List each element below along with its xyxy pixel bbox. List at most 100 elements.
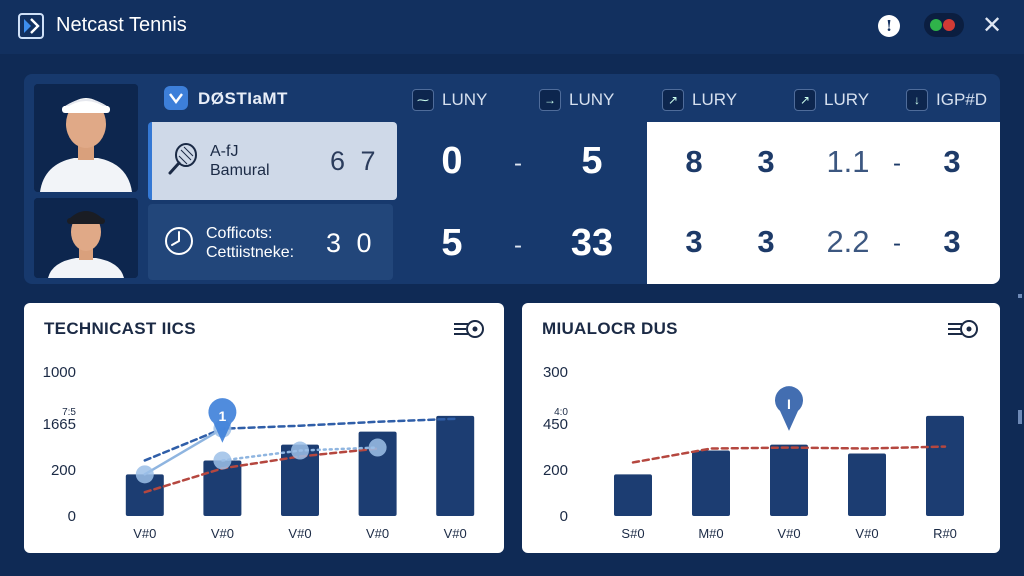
chart-options-icon[interactable]: [946, 317, 980, 341]
y-tick-label: 0: [560, 508, 568, 525]
wave-icon: ⁓: [412, 89, 434, 111]
x-tick-label: V#0: [444, 526, 467, 541]
player-1-points: 0: [441, 140, 463, 182]
marker-pin-icon: [208, 398, 237, 443]
x-tick-label: V#0: [288, 526, 311, 541]
status-toggle[interactable]: [924, 13, 964, 37]
x-tick-label: R#0: [933, 526, 957, 541]
match-header-title: DØSTIaMT: [198, 89, 288, 108]
player-1-photo: [34, 84, 138, 192]
player-1-games: 5: [581, 140, 603, 182]
data-point: [291, 441, 309, 460]
player-2-points: 5: [441, 222, 463, 264]
player-2-card[interactable]: Cofficots: Cettiistneke: 3 0: [148, 204, 393, 280]
player-1-card[interactable]: A-fJ Bamural 6 7: [148, 122, 397, 200]
racket-icon: [168, 143, 197, 175]
bracket-icon: [164, 86, 188, 110]
bar: [125, 474, 164, 516]
column-header-label: LUNY: [442, 90, 488, 109]
bar: [848, 453, 886, 516]
player-1-set-dash: -: [893, 150, 901, 177]
bar: [436, 415, 475, 516]
red-status-icon: [943, 19, 955, 31]
clock-icon: [165, 227, 193, 255]
player-2-set-a: 3: [685, 224, 703, 259]
data-point: [135, 465, 154, 484]
x-tick-label: V#0: [855, 526, 878, 541]
title-bar: Netcast Tennis ! ✕: [0, 0, 1024, 54]
column-header-label: LURY: [824, 90, 870, 109]
y-tick-label: 7:5: [62, 407, 76, 418]
player-2-games: 33: [570, 222, 614, 264]
player-2-set-c: 2.2: [826, 224, 870, 259]
marker-pin-icon: [775, 386, 803, 431]
y-tick-label: 0: [68, 508, 76, 525]
bar: [770, 444, 808, 516]
arrow-down-icon: ↓: [906, 89, 928, 111]
series-line: [143, 447, 379, 494]
player-2-name-line1: Cofficots:: [206, 225, 273, 242]
chart-title: MIUALOCR DUS: [542, 319, 678, 338]
column-header-5[interactable]: ↓ IGP#D: [906, 88, 987, 112]
player-1-set-d: 3: [943, 144, 961, 179]
y-tick-label: 450: [543, 416, 568, 433]
data-point: [213, 451, 232, 470]
info-icon[interactable]: !: [878, 15, 900, 37]
y-tick-label: 300: [543, 364, 568, 381]
series-line: [631, 445, 947, 464]
technical-stats-chart-card: TECHNICAST IICS 1000 7:5 1665 200 0 V#0 V#0 V#0…: [24, 303, 504, 553]
x-tick-label: V#0: [777, 526, 800, 541]
column-header-4[interactable]: ↗ LURY: [794, 88, 869, 112]
player-1-set-b: 3: [757, 144, 775, 179]
player-2-score: 3 0: [326, 228, 376, 258]
chart-options-icon[interactable]: [452, 317, 486, 341]
close-icon[interactable]: ✕: [981, 12, 1003, 39]
app-title: Netcast Tennis: [56, 14, 187, 36]
x-tick-label: V#0: [133, 526, 156, 541]
x-tick-label: V#0: [366, 526, 389, 541]
x-tick-label: S#0: [621, 526, 644, 541]
player-1-score: 6 7: [330, 146, 380, 176]
column-header-label: IGP#D: [936, 90, 988, 109]
marker-label: I: [787, 396, 791, 412]
y-tick-label: 1000: [43, 364, 76, 381]
side-scroll-marker: [1018, 410, 1022, 424]
player-2-set-dash: -: [893, 230, 901, 257]
bar: [203, 460, 242, 516]
y-tick-label: 1665: [43, 416, 76, 433]
x-tick-label: M#0: [698, 526, 723, 541]
column-header-1[interactable]: ⁓ LUNY: [412, 88, 487, 112]
player-2-set-d: 3: [943, 224, 961, 259]
bar: [692, 450, 730, 516]
arrow-up-right-icon: ↗: [794, 89, 816, 111]
player-1-name-line1: A-fJ: [210, 143, 239, 160]
player-1-set-a: 8: [685, 144, 703, 179]
green-status-icon: [930, 19, 942, 31]
marker-label: 1: [219, 408, 227, 424]
series-line: [143, 427, 224, 476]
chart-title: TECHNICAST IICS: [44, 319, 196, 338]
y-tick-label: 200: [51, 462, 76, 479]
column-header-2[interactable]: → LUNY: [539, 88, 614, 112]
data-point: [368, 438, 387, 457]
column-header-label: LUNY: [569, 90, 615, 109]
column-header-label: LURY: [692, 90, 738, 109]
arrow-up-right-icon: ↗: [662, 89, 684, 111]
app-logo-icon: [18, 13, 44, 39]
arrow-right-icon: →: [539, 89, 561, 111]
player-1-name-line2: Bamural: [210, 162, 270, 179]
y-tick-label: 200: [543, 462, 568, 479]
player-2-name-line2: Cettiistneke:: [206, 244, 295, 261]
bar: [358, 431, 397, 516]
bar: [281, 444, 319, 516]
bar: [926, 415, 964, 516]
scoreboard-panel: DØSTIaMT ⁓ LUNY → LUNY ↗ LURY ↗ LURY ↓ I…: [24, 74, 1000, 284]
player-1-set-c: 1.1: [826, 144, 870, 179]
series-line: [143, 417, 457, 462]
column-header-3[interactable]: ↗ LURY: [662, 88, 737, 112]
player-2-photo: [34, 198, 138, 278]
y-tick-label: 4:0: [554, 407, 568, 418]
side-scroll-marker: [1018, 294, 1022, 298]
